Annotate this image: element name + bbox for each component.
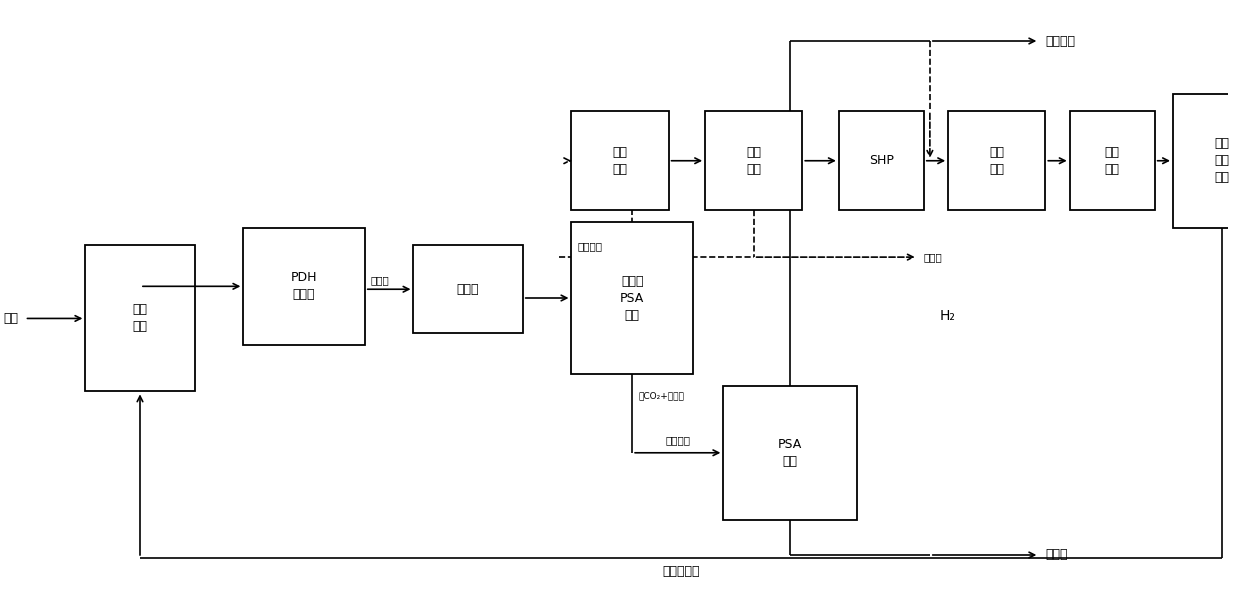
Bar [1173,94,1240,228]
Bar [1070,111,1154,210]
Bar [949,111,1045,210]
Text: SHP: SHP [869,154,894,167]
Text: 中高温
PSA
浓缩: 中高温 PSA 浓缩 [620,275,645,321]
Text: PSA
提氢: PSA 提氢 [777,438,802,468]
Bar [572,222,693,374]
Bar [706,111,802,210]
Text: 丙烷: 丙烷 [4,312,19,325]
Text: 燃料气: 燃料气 [924,252,942,262]
Text: 原料气: 原料气 [371,275,389,285]
Bar [838,111,924,210]
Text: 富CO₂+轻烃气: 富CO₂+轻烃气 [639,392,684,401]
Text: 脱甲
烷塔: 脱甲 烷塔 [990,146,1004,176]
Text: 循环氢气: 循环氢气 [665,435,691,445]
Text: PDH
反应区: PDH 反应区 [291,271,317,302]
Bar [86,246,195,392]
Text: 燃料气: 燃料气 [1045,548,1068,561]
Text: 脱乙
烷塔: 脱乙 烷塔 [1105,146,1120,176]
Text: H₂: H₂ [940,309,956,322]
Text: 富丙烷液体: 富丙烷液体 [662,565,699,578]
Text: 不凝气体: 不凝气体 [578,241,603,252]
Bar [572,111,668,210]
Text: 冷却
压缩: 冷却 压缩 [613,146,627,176]
Text: 脱丙
烷塔: 脱丙 烷塔 [133,303,148,333]
Text: 丙烯
丙烷
分离: 丙烯 丙烷 分离 [1214,137,1229,184]
Bar [723,386,857,520]
Text: 预处理: 预处理 [456,283,480,296]
Text: 汽液
分离: 汽液 分离 [746,146,761,176]
Bar [243,228,365,344]
Text: 产品氢气: 产品氢气 [1045,35,1075,48]
Bar [413,246,523,333]
